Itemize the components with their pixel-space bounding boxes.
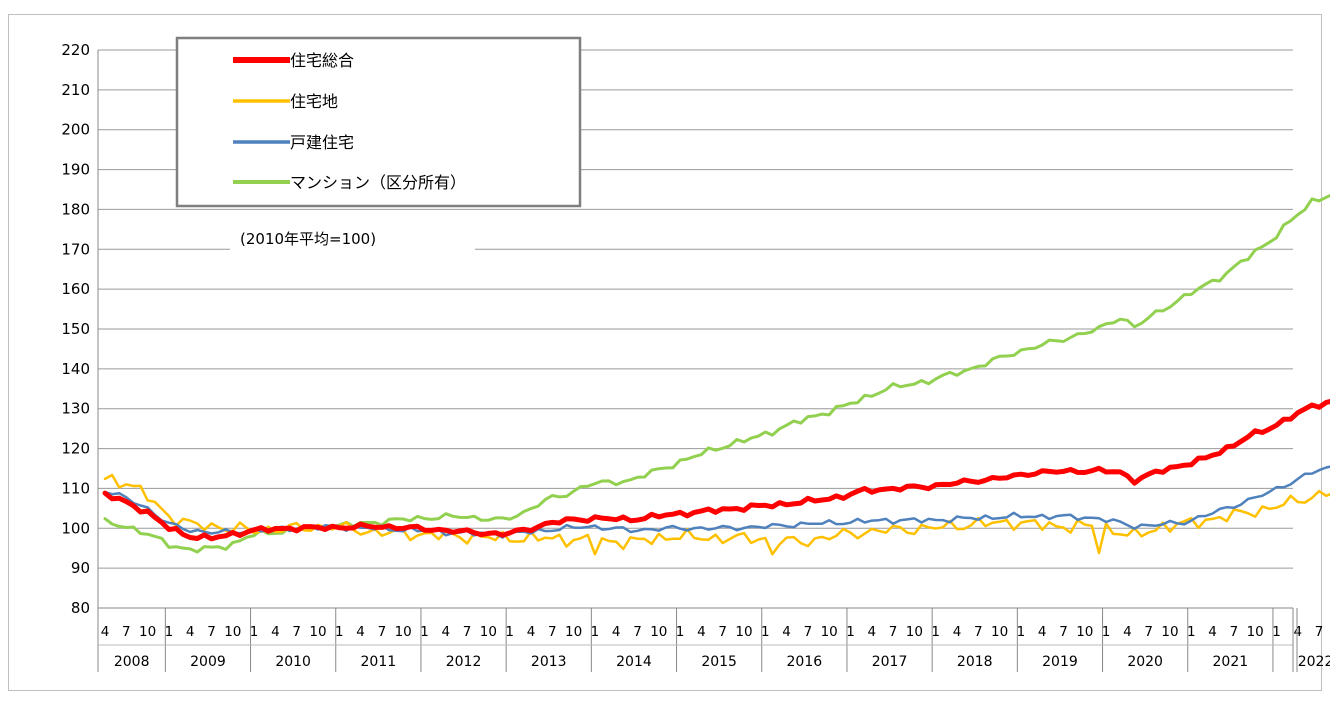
- y-tick-label: 150: [61, 320, 90, 338]
- x-tick-label: 4: [527, 624, 536, 640]
- x-year-label: 2020: [1127, 654, 1163, 670]
- x-tick-label: 10: [1247, 624, 1264, 640]
- legend-box: [175, 36, 582, 208]
- x-tick-label: 7: [974, 624, 983, 640]
- x-tick-label: 7: [548, 624, 557, 640]
- x-year-label: 2016: [787, 654, 823, 670]
- x-year-label: 2022: [1298, 654, 1330, 670]
- x-tick-label: 4: [1294, 624, 1303, 640]
- x-tick-label: 1: [420, 624, 429, 640]
- y-tick-label: 220: [61, 41, 90, 59]
- x-tick-label: 7: [1144, 624, 1153, 640]
- x-year-label: 2010: [275, 654, 311, 670]
- legend-label: 住宅総合: [290, 51, 354, 70]
- y-tick-label: 120: [61, 440, 90, 458]
- chart-note: (2010年平均=100): [240, 230, 376, 248]
- x-tick-label: 10: [1076, 624, 1093, 640]
- x-tick-label: 7: [633, 624, 642, 640]
- x-tick-label: 1: [335, 624, 344, 640]
- x-tick-label: 10: [395, 624, 412, 640]
- x-tick-label: 4: [442, 624, 451, 640]
- x-year-label: 2013: [531, 654, 567, 670]
- x-tick-label: 1: [1272, 624, 1281, 640]
- x-tick-label: 4: [1123, 624, 1132, 640]
- x-tick-label: 1: [676, 624, 685, 640]
- x-year-label: 2015: [701, 654, 737, 670]
- note-background: [230, 222, 475, 252]
- y-tick-label: 170: [61, 240, 90, 258]
- x-tick-label: 7: [463, 624, 472, 640]
- x-tick-label: 10: [735, 624, 752, 640]
- y-tick-label: 130: [61, 400, 90, 418]
- x-year-label: 2021: [1213, 654, 1249, 670]
- y-tick-label: 160: [61, 280, 90, 298]
- x-tick-label: 10: [309, 624, 326, 640]
- legend-label: 戸建住宅: [290, 133, 354, 152]
- x-tick-label: 1: [591, 624, 600, 640]
- x-tick-label: 7: [207, 624, 216, 640]
- x-tick-label: 7: [718, 624, 727, 640]
- x-tick-label: 1: [846, 624, 855, 640]
- x-year-label: 2011: [361, 654, 397, 670]
- y-tick-label: 100: [61, 519, 90, 537]
- y-tick-label: 110: [61, 479, 90, 497]
- x-tick-label: 10: [139, 624, 156, 640]
- x-tick-label: 7: [889, 624, 898, 640]
- x-tick-label: 4: [953, 624, 962, 640]
- x-year-label: 2014: [616, 654, 652, 670]
- x-tick-label: 1: [1187, 624, 1196, 640]
- x-year-label: 2018: [957, 654, 993, 670]
- x-year-label: 2019: [1042, 654, 1078, 670]
- x-tick-label: 4: [356, 624, 365, 640]
- x-tick-label: 7: [1230, 624, 1239, 640]
- x-year-label: 2017: [872, 654, 908, 670]
- y-tick-label: 80: [71, 599, 90, 617]
- x-tick-label: 4: [101, 624, 110, 640]
- legend-label: 住宅地: [290, 92, 338, 111]
- x-tick-label: 7: [804, 624, 813, 640]
- x-tick-label: 4: [697, 624, 706, 640]
- x-tick-label: 4: [612, 624, 621, 640]
- x-tick-label: 10: [991, 624, 1008, 640]
- x-tick-label: 4: [1038, 624, 1047, 640]
- y-tick-label: 140: [61, 360, 90, 378]
- x-tick-label: 7: [1315, 624, 1324, 640]
- x-tick-label: 1: [761, 624, 770, 640]
- y-tick-label: 90: [71, 559, 90, 577]
- legend-label: マンション（区分所有）: [290, 173, 466, 192]
- x-tick-label: 10: [821, 624, 838, 640]
- chart-frame: [8, 14, 1322, 691]
- x-tick-label: 10: [480, 624, 497, 640]
- x-tick-label: 7: [122, 624, 131, 640]
- x-tick-label: 10: [224, 624, 241, 640]
- y-tick-label: 210: [61, 81, 90, 99]
- x-tick-label: 1: [931, 624, 940, 640]
- x-tick-label: 7: [292, 624, 301, 640]
- x-tick-label: 4: [186, 624, 195, 640]
- x-tick-label: 1: [1102, 624, 1111, 640]
- series-line: [102, 398, 1330, 542]
- x-tick-label: 10: [650, 624, 667, 640]
- x-year-label: 2008: [114, 654, 150, 670]
- y-tick-label: 180: [61, 200, 90, 218]
- x-tick-label: 7: [1059, 624, 1068, 640]
- x-tick-label: 7: [378, 624, 387, 640]
- x-tick-label: 1: [250, 624, 259, 640]
- x-tick-label: 1: [165, 624, 174, 640]
- x-tick-label: 4: [271, 624, 280, 640]
- x-tick-label: 1: [1017, 624, 1026, 640]
- x-tick-label: 10: [906, 624, 923, 640]
- y-tick-label: 200: [61, 121, 90, 139]
- x-tick-label: 10: [1161, 624, 1178, 640]
- x-tick-label: 10: [565, 624, 582, 640]
- x-tick-label: 1: [505, 624, 514, 640]
- x-tick-label: 4: [1208, 624, 1217, 640]
- x-tick-label: 4: [782, 624, 791, 640]
- x-year-label: 2012: [446, 654, 482, 670]
- x-tick-label: 4: [868, 624, 877, 640]
- x-year-label: 2009: [190, 654, 226, 670]
- y-tick-label: 190: [61, 161, 90, 179]
